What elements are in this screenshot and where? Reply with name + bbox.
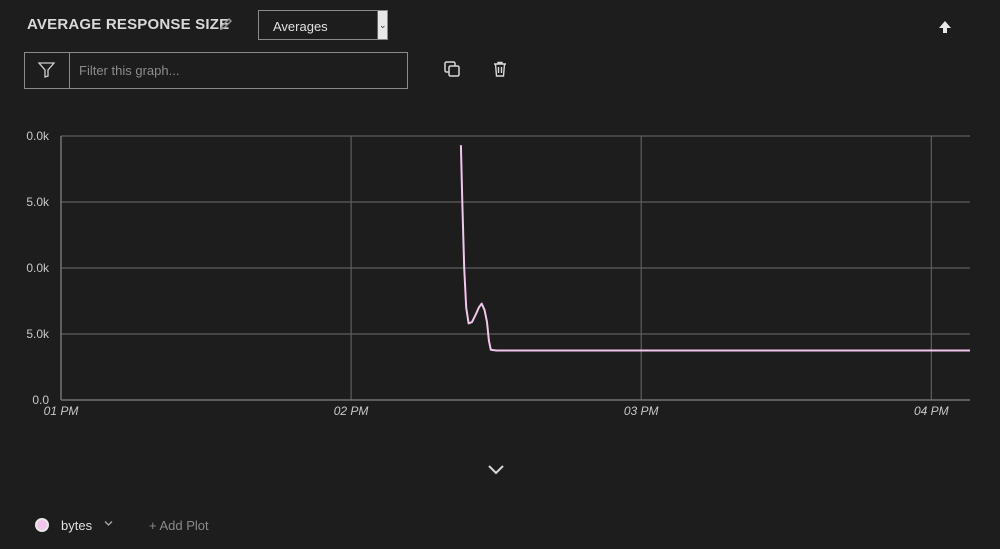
- series-name: bytes: [61, 518, 93, 533]
- chart-title: AVERAGE RESPONSE SIZE: [27, 16, 230, 33]
- x-tick-label: 02 PM: [334, 404, 369, 418]
- y-tick-label: 0.0k: [26, 261, 50, 275]
- line-chart: 0.0 5.0k 0.0k 5.0k 0.0k 01 PM 02 PM 03 PM 04 PM: [26, 129, 970, 418]
- series-line-bytes: [459, 145, 970, 352]
- arrow-up-icon[interactable]: [937, 19, 953, 35]
- chevron-down-icon: ⌄: [379, 20, 387, 30]
- chevron-down-icon[interactable]: [486, 462, 506, 476]
- y-tick-label: 0.0k: [26, 129, 50, 143]
- aggregation-select[interactable]: Averages ⌄: [258, 10, 388, 40]
- x-tick-label: 03 PM: [624, 404, 659, 418]
- x-tick-label: 04 PM: [914, 404, 949, 418]
- filter-icon: [38, 62, 55, 78]
- add-plot-button[interactable]: + Add Plot: [149, 518, 209, 533]
- filter-button[interactable]: [25, 53, 70, 88]
- aggregation-value: Averages: [273, 19, 328, 34]
- trash-icon[interactable]: [491, 60, 509, 78]
- y-tick-label: 0.0: [32, 393, 49, 407]
- copy-icon[interactable]: [443, 60, 461, 78]
- x-tick-label: 01 PM: [44, 404, 79, 418]
- pencil-icon[interactable]: [219, 17, 233, 31]
- select-arrow[interactable]: ⌄: [377, 11, 387, 39]
- y-tick-label: 5.0k: [26, 195, 50, 209]
- chevron-down-icon[interactable]: [104, 520, 113, 527]
- filter-input[interactable]: [71, 53, 409, 88]
- series-color-dot: [35, 518, 49, 532]
- filter-bar: [24, 52, 409, 89]
- y-tick-label: 5.0k: [26, 327, 50, 341]
